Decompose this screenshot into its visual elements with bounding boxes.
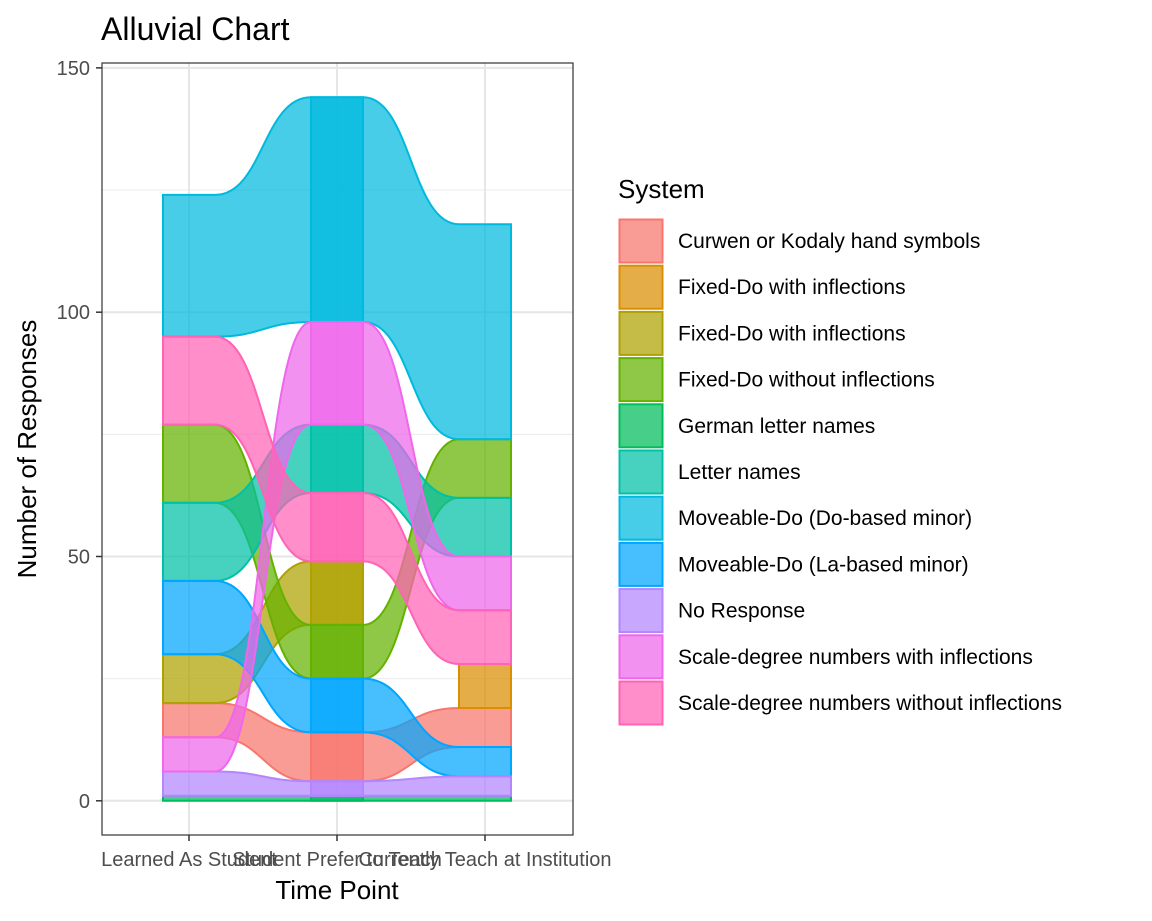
y-tick-label: 0	[79, 791, 90, 813]
legend-key	[618, 357, 664, 403]
chart-title: Alluvial Chart	[101, 11, 290, 47]
y-tick-label: 100	[57, 302, 90, 324]
legend-label: Letter names	[678, 461, 801, 484]
legend-label: Fixed-Do with inflections	[678, 322, 906, 345]
x-tick-label: Student Prefer to Teach	[232, 849, 442, 871]
legend-label: Moveable-Do (Do-based minor)	[678, 507, 972, 530]
y-tick-label: 50	[68, 546, 90, 568]
legend-key	[618, 449, 664, 495]
legend-key	[618, 310, 664, 356]
legend-label: Moveable-Do (La-based minor)	[678, 553, 969, 576]
legend-key	[618, 403, 664, 449]
legend-key	[618, 588, 664, 634]
y-tick-label: 150	[57, 58, 90, 80]
x-tick-label: Learned As Student	[101, 849, 277, 871]
legend-label: No Response	[678, 600, 805, 623]
legend-key	[618, 634, 664, 680]
legend-key	[618, 218, 664, 264]
x-tick-label: Currently Teach at Institution	[358, 849, 611, 871]
legend: System Curwen or Kodaly hand symbols Fixe…	[618, 174, 1062, 726]
x-axis-title: Time Point	[275, 875, 399, 905]
alluvium-flow	[458, 662, 512, 709]
legend-key	[618, 495, 664, 541]
legend-key	[618, 541, 664, 587]
legend-label: German letter names	[678, 415, 875, 438]
alluvium-flow	[310, 775, 512, 797]
legend-label: Scale-degree numbers with inflections	[678, 646, 1033, 669]
alluvium-flow	[310, 96, 512, 441]
legend-label: Scale-degree numbers without inflections	[678, 692, 1062, 715]
alluvium-flow	[310, 320, 512, 612]
legend-label: Curwen or Kodaly hand symbols	[678, 230, 980, 253]
alluvium-flow	[310, 560, 364, 626]
legend-key	[618, 680, 664, 726]
legend-key	[618, 264, 664, 310]
legend-label: Fixed-Do with inflections	[678, 276, 906, 299]
y-axis-title: Number of Responses	[12, 320, 42, 579]
legend-label: Fixed-Do without inflections	[678, 369, 935, 392]
legend-title: System	[618, 174, 705, 204]
alluvium-flow	[310, 677, 512, 778]
alluvium-flow	[310, 491, 512, 665]
alluvium-flows	[162, 96, 512, 802]
